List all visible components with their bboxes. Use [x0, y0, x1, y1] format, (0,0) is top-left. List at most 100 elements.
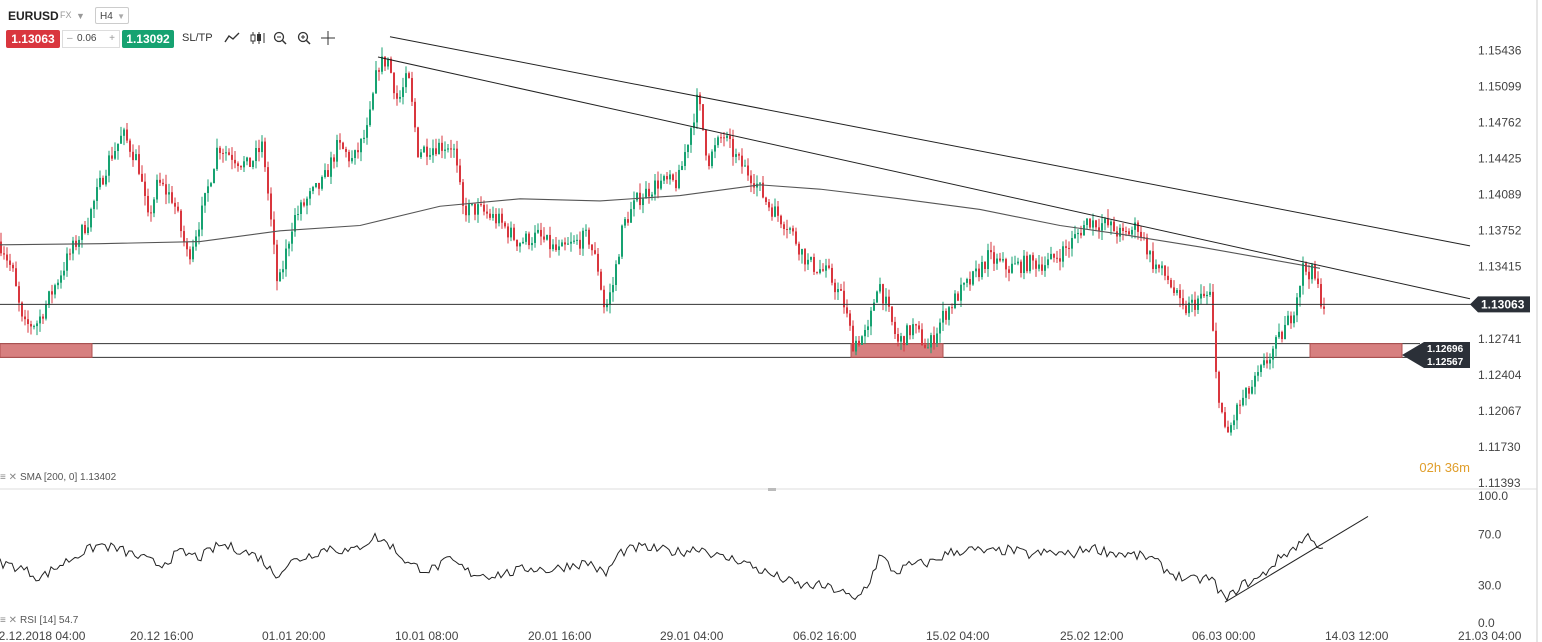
- candle-body: [963, 282, 965, 285]
- candle: [222, 148, 224, 163]
- candle: [651, 191, 653, 201]
- bid-price-button[interactable]: 1.13063: [6, 30, 60, 48]
- candle-body: [0, 241, 2, 254]
- candle: [99, 170, 101, 190]
- candle: [882, 283, 884, 311]
- candle: [150, 205, 152, 222]
- candle: [789, 226, 791, 234]
- zoom-in-icon[interactable]: [297, 31, 313, 48]
- candle: [846, 299, 848, 318]
- candle: [672, 173, 674, 182]
- candle: [420, 149, 422, 160]
- candle: [681, 161, 683, 171]
- candle-body: [771, 207, 773, 217]
- line-chart-icon[interactable]: [224, 31, 240, 48]
- candle-body: [900, 336, 902, 342]
- plus-icon[interactable]: +: [109, 33, 115, 44]
- candle: [795, 227, 797, 246]
- candle: [948, 306, 950, 326]
- candle: [843, 281, 845, 314]
- candle: [102, 175, 104, 186]
- candle-body: [1017, 261, 1019, 264]
- support-zones: [0, 343, 1420, 358]
- candles-icon[interactable]: [250, 31, 266, 48]
- candle: [1041, 256, 1043, 275]
- candle-body: [186, 241, 188, 250]
- chevron-down-icon: ▼: [117, 12, 125, 21]
- candle: [849, 309, 851, 331]
- candle-body: [693, 122, 695, 129]
- candle-body: [1173, 287, 1175, 293]
- candle: [396, 85, 398, 106]
- panel-resize-handle: [768, 488, 776, 491]
- zoom-out-icon[interactable]: [273, 31, 289, 48]
- timeframe-select[interactable]: H4 ▼: [95, 7, 129, 24]
- candle-body: [1233, 420, 1235, 426]
- minus-icon[interactable]: –: [67, 33, 73, 44]
- candle-body: [1299, 285, 1301, 298]
- candle: [837, 282, 839, 300]
- candle-body: [231, 154, 233, 160]
- candle-body: [894, 321, 896, 335]
- candle: [1032, 252, 1034, 270]
- candle-body: [246, 157, 248, 162]
- candle: [36, 320, 38, 336]
- candle: [1251, 379, 1253, 395]
- candle: [897, 327, 899, 347]
- candle-body: [618, 256, 620, 265]
- candle-body: [1206, 294, 1208, 297]
- candle: [75, 235, 77, 251]
- candle: [354, 149, 356, 165]
- candle: [738, 152, 740, 161]
- candle: [1278, 323, 1280, 339]
- candle: [129, 138, 131, 158]
- candle: [624, 216, 626, 229]
- symbol-label[interactable]: EURUSD: [8, 9, 59, 23]
- candle-body: [744, 165, 746, 167]
- candle: [72, 236, 74, 261]
- candle: [63, 262, 65, 280]
- candle-body: [615, 264, 617, 285]
- candle-body: [27, 319, 29, 325]
- candle: [504, 221, 506, 229]
- candle-body: [498, 213, 500, 224]
- candle: [819, 259, 821, 275]
- chevron-down-icon[interactable]: ▼: [76, 11, 85, 21]
- candle: [690, 126, 692, 153]
- candle-body: [327, 170, 329, 177]
- candle: [543, 227, 545, 243]
- candle-body: [468, 204, 470, 216]
- candle: [1296, 293, 1298, 323]
- crosshair-icon[interactable]: [321, 31, 337, 48]
- candle-body: [732, 138, 734, 157]
- candle-body: [891, 306, 893, 322]
- candle-body: [1167, 275, 1169, 280]
- ask-price-button[interactable]: 1.13092: [122, 30, 174, 48]
- candle: [1170, 277, 1172, 289]
- candle-body: [426, 146, 428, 157]
- price-tick-label: 1.13752: [1478, 224, 1522, 238]
- candle-body: [1230, 425, 1232, 433]
- candle: [3, 246, 5, 260]
- candle: [813, 253, 815, 276]
- candle-body: [1014, 263, 1016, 265]
- candle-body: [714, 145, 716, 152]
- candle-body: [642, 198, 644, 206]
- candle: [45, 300, 47, 321]
- candle-body: [675, 179, 677, 189]
- candle: [411, 71, 413, 106]
- close-icon[interactable]: ≡ ✕: [0, 472, 17, 483]
- price-tick-label: 1.12404: [1478, 368, 1522, 382]
- candle-body: [945, 310, 947, 320]
- candle-body: [636, 192, 638, 201]
- close-icon[interactable]: ≡ ✕: [0, 615, 17, 626]
- sltp-button[interactable]: SL/TP: [182, 32, 213, 44]
- candle: [498, 208, 500, 227]
- candle: [1218, 370, 1220, 409]
- candle: [513, 223, 515, 242]
- candle: [840, 283, 842, 291]
- candle: [294, 208, 296, 237]
- candle: [828, 258, 830, 270]
- candle-body: [429, 155, 431, 157]
